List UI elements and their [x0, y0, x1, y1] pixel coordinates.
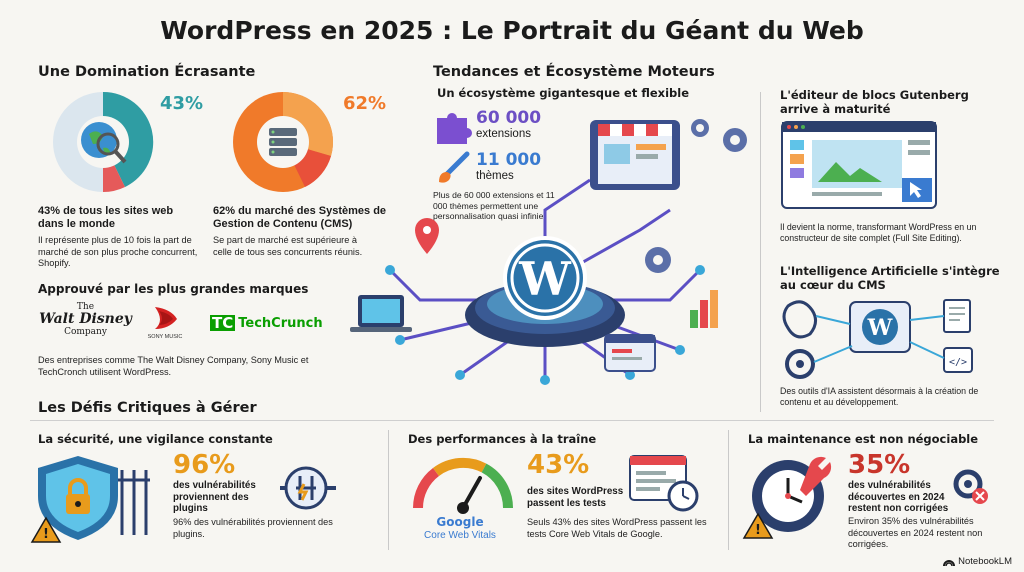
brands-heading: Approuvé par les plus grandes marques	[38, 282, 309, 296]
maintenance-label: des vulnérabilités découvertes en 2024 r…	[848, 480, 949, 514]
sony-music-icon	[155, 307, 177, 329]
divider-right	[760, 92, 761, 412]
maintenance-illustration: !	[742, 456, 832, 539]
cms-share-chart	[233, 92, 333, 192]
security-illustration: !	[30, 456, 150, 543]
notebooklm-icon	[943, 559, 956, 566]
brands-desc: Des entreprises comme The Walt Disney Co…	[38, 355, 309, 377]
gutenberg-heading: L'éditeur de blocs Gutenberg arrive à ma…	[780, 88, 969, 116]
extensions-label: extensions	[476, 128, 531, 140]
maintenance-percent: 35%	[848, 450, 911, 480]
warning-icon: !	[742, 512, 774, 539]
browser-clock-icon	[629, 455, 699, 512]
challenges-divider	[30, 420, 994, 421]
wordpress-logo: W	[503, 236, 587, 320]
maintenance-desc: Environ 35% des vulnérabilités découvert…	[848, 516, 983, 549]
trends-desc: Plus de 60 000 extensions et 11 000 thèm…	[433, 190, 555, 221]
domination-heading: Une Domination Écrasante	[38, 64, 256, 80]
gear-icon	[785, 349, 815, 379]
security-heading: La sécurité, une vigilance constante	[38, 432, 273, 446]
page-title: WordPress en 2025 : Le Portrait du Géant…	[160, 16, 864, 45]
svg-text:W: W	[867, 315, 893, 341]
plug-icon	[280, 466, 336, 510]
gear-icon	[645, 119, 747, 273]
brain-icon	[782, 300, 817, 339]
ai-heading: L'Intelligence Artificielle s'intègre au…	[780, 264, 1000, 292]
ai-desc: Des outils d'IA assistent désormais à la…	[780, 386, 979, 407]
browser-window-icon	[604, 334, 656, 372]
cms-share-desc: Se part de marché est supérieure à celle…	[213, 235, 363, 257]
divider-bottom-2	[728, 430, 729, 550]
warning-icon: !	[30, 516, 62, 543]
ai-illustration: W </>	[782, 299, 973, 379]
web-share-headline: 43% de tous les sites web dans le monde	[38, 205, 174, 230]
block-editor-icon	[781, 121, 937, 209]
web-share-percent: 43%	[160, 93, 204, 114]
performance-percent: 43%	[527, 450, 590, 480]
web-share-chart	[53, 91, 154, 193]
storefront-icon	[590, 120, 680, 190]
svg-text:!: !	[43, 527, 49, 542]
sony-music-logo: SONY MUSIC	[145, 303, 185, 340]
performance-desc: Seuls 43% des sites WordPress passent le…	[527, 517, 707, 539]
svg-text:W: W	[518, 252, 572, 306]
magnifier-icon	[96, 132, 120, 156]
clock-icon	[785, 478, 803, 504]
gutenberg-desc: Il devient la norme, transformant WordPr…	[780, 222, 977, 243]
themes-label: thèmes	[476, 170, 514, 182]
cms-share-headline: 62% du marché des Systèmes de Gestion de…	[213, 205, 387, 230]
wordpress-ecosystem-illustration: W	[350, 119, 747, 385]
gear-error-icon	[953, 469, 988, 504]
core-web-vitals-badge: Google Core Web Vitals	[424, 515, 496, 541]
wrench-icon	[800, 456, 832, 496]
svg-text:</>: </>	[949, 357, 967, 368]
bar-chart-icon	[690, 290, 718, 328]
trends-subheading: Un écosystème gigantesque et flexible	[437, 86, 689, 100]
maintenance-heading: La maintenance est non négociable	[748, 432, 979, 446]
paintbrush-icon	[439, 151, 470, 183]
divider-bottom-1	[388, 430, 389, 550]
puzzle-icon	[437, 113, 473, 144]
notebooklm-badge: NotebookLM	[943, 556, 1012, 567]
code-icon: </>	[943, 347, 973, 373]
web-share-desc: Il représente plus de 10 fois la part de…	[38, 235, 198, 268]
wordpress-logo-small: W	[849, 301, 911, 353]
document-icon	[943, 299, 971, 333]
security-desc: 96% des vulnérabilités proviennent des p…	[173, 517, 333, 539]
security-label: des vulnérabilités proviennent des plugi…	[173, 480, 256, 514]
trends-heading: Tendances et Écosystème Moteurs	[433, 64, 715, 80]
performance-heading: Des performances à la traîne	[408, 432, 597, 446]
speedometer-icon	[413, 457, 514, 514]
laptop-icon	[350, 295, 412, 332]
svg-text:!: !	[755, 523, 761, 538]
techcrunch-logo: TC TechCrunch	[210, 314, 323, 332]
security-percent: 96%	[173, 450, 236, 480]
lock-icon	[66, 478, 90, 514]
server-icon	[269, 128, 297, 156]
themes-count: 11 000	[476, 150, 542, 170]
extensions-count: 60 000	[476, 108, 542, 128]
challenges-heading: Les Défis Critiques à Gérer	[38, 400, 257, 416]
map-pin-icon	[415, 218, 439, 254]
cms-share-percent: 62%	[343, 93, 387, 114]
disney-logo: The Walt Disney Company	[39, 302, 132, 337]
performance-label: des sites WordPress passent les tests	[527, 486, 624, 509]
